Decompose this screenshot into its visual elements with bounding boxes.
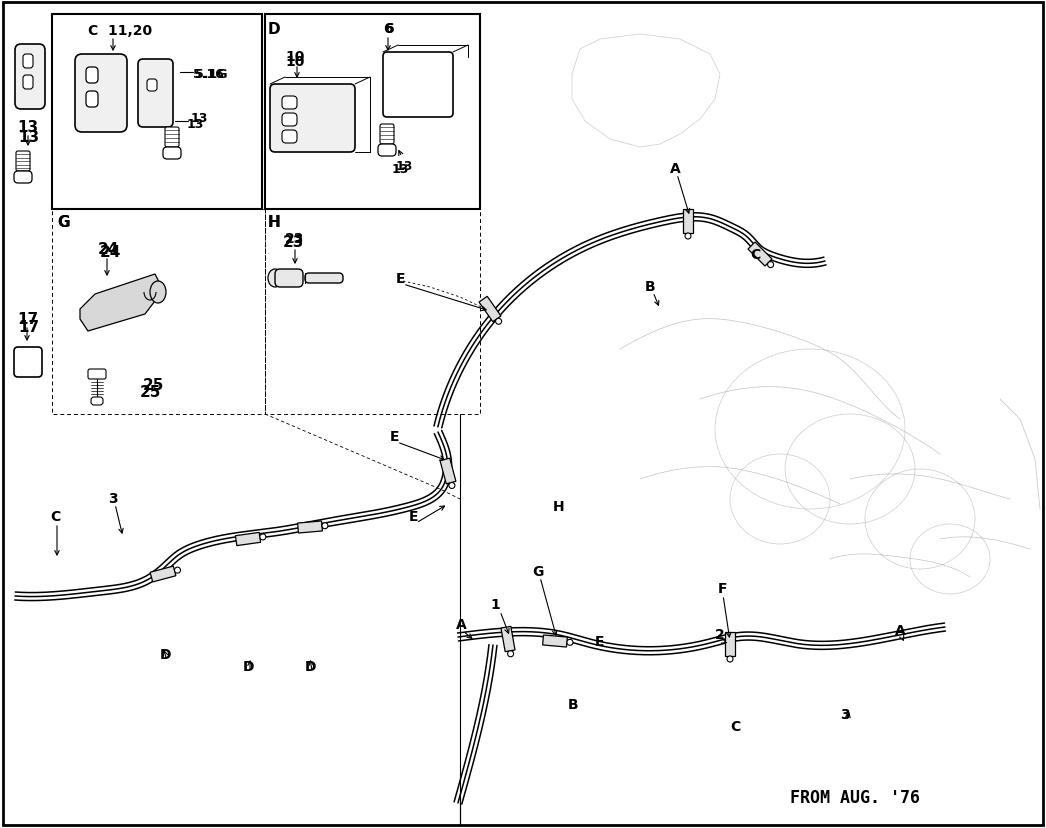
FancyBboxPatch shape — [14, 348, 42, 378]
Circle shape — [727, 657, 733, 662]
Text: E: E — [409, 509, 418, 523]
Text: 13: 13 — [396, 160, 413, 173]
FancyBboxPatch shape — [380, 125, 394, 145]
Ellipse shape — [150, 282, 166, 304]
Text: 2: 2 — [715, 628, 725, 641]
Text: 17: 17 — [18, 320, 39, 335]
Text: 6: 6 — [384, 22, 393, 36]
FancyBboxPatch shape — [15, 45, 45, 110]
Text: D: D — [160, 647, 172, 662]
FancyBboxPatch shape — [75, 55, 127, 132]
Text: A: A — [456, 617, 467, 631]
Text: H: H — [553, 499, 565, 513]
Text: G: G — [532, 565, 543, 578]
Text: E: E — [595, 634, 605, 648]
Circle shape — [768, 262, 774, 268]
Polygon shape — [79, 275, 160, 331]
FancyBboxPatch shape — [86, 92, 98, 108]
Polygon shape — [151, 566, 176, 582]
Circle shape — [685, 233, 691, 240]
FancyBboxPatch shape — [270, 85, 355, 153]
Text: 25: 25 — [143, 378, 164, 392]
Polygon shape — [748, 243, 772, 267]
FancyBboxPatch shape — [14, 171, 32, 184]
Text: 5.16: 5.16 — [194, 68, 224, 81]
FancyBboxPatch shape — [305, 274, 343, 284]
Text: A: A — [670, 161, 681, 176]
FancyBboxPatch shape — [282, 131, 297, 144]
Polygon shape — [725, 633, 735, 657]
Circle shape — [567, 639, 573, 646]
Circle shape — [507, 651, 514, 657]
Circle shape — [449, 483, 455, 489]
Polygon shape — [479, 297, 501, 322]
Text: D: D — [305, 659, 317, 673]
Text: 24: 24 — [100, 245, 121, 260]
Text: 10: 10 — [285, 50, 304, 64]
Text: C: C — [50, 509, 61, 523]
Circle shape — [175, 567, 181, 574]
FancyBboxPatch shape — [88, 369, 106, 379]
Text: 1: 1 — [490, 597, 500, 611]
Ellipse shape — [268, 270, 282, 287]
Polygon shape — [543, 635, 567, 647]
Text: E: E — [390, 430, 400, 444]
Text: B: B — [645, 280, 656, 294]
Text: 23: 23 — [283, 234, 304, 250]
FancyBboxPatch shape — [138, 60, 173, 128]
Text: 13: 13 — [392, 163, 409, 176]
FancyBboxPatch shape — [165, 128, 179, 148]
Text: 25: 25 — [140, 384, 161, 400]
Text: FROM AUG. '76: FROM AUG. '76 — [790, 788, 920, 806]
Polygon shape — [683, 209, 693, 233]
Text: E: E — [396, 272, 406, 286]
FancyBboxPatch shape — [282, 97, 297, 110]
FancyBboxPatch shape — [91, 397, 103, 406]
FancyBboxPatch shape — [23, 76, 33, 90]
FancyBboxPatch shape — [163, 148, 181, 160]
Text: 3: 3 — [108, 491, 117, 505]
Bar — [52, 15, 262, 209]
Polygon shape — [235, 532, 260, 546]
FancyBboxPatch shape — [147, 80, 157, 92]
Text: 3: 3 — [840, 707, 849, 721]
FancyBboxPatch shape — [16, 152, 30, 171]
Text: C  11,20: C 11,20 — [88, 24, 152, 38]
Bar — [265, 15, 480, 209]
Text: B: B — [568, 697, 578, 711]
Polygon shape — [298, 522, 322, 533]
Text: 5.1G: 5.1G — [195, 68, 227, 81]
FancyBboxPatch shape — [378, 145, 396, 156]
Polygon shape — [440, 459, 456, 484]
Text: 13: 13 — [187, 118, 204, 131]
Text: F: F — [718, 581, 728, 595]
Text: G: G — [56, 214, 69, 229]
Polygon shape — [501, 627, 515, 652]
Text: C: C — [730, 720, 741, 733]
Text: A: A — [895, 623, 906, 638]
Text: D: D — [268, 22, 280, 37]
Text: G: G — [56, 214, 69, 229]
FancyBboxPatch shape — [383, 53, 453, 118]
Text: 10: 10 — [285, 55, 304, 69]
Text: 23: 23 — [285, 232, 304, 246]
Circle shape — [259, 534, 266, 540]
FancyBboxPatch shape — [275, 270, 303, 287]
Text: C: C — [750, 248, 760, 262]
FancyBboxPatch shape — [23, 55, 33, 69]
Text: H: H — [268, 214, 280, 229]
FancyBboxPatch shape — [86, 68, 98, 84]
Text: 24: 24 — [98, 242, 119, 257]
Text: 13: 13 — [17, 120, 38, 135]
Text: 13: 13 — [191, 111, 208, 124]
Text: 13: 13 — [18, 130, 39, 145]
Text: D: D — [243, 659, 254, 673]
Circle shape — [322, 523, 328, 529]
Text: 17: 17 — [17, 311, 38, 326]
Text: H: H — [268, 214, 280, 229]
Text: 6: 6 — [383, 22, 392, 36]
Circle shape — [496, 319, 502, 325]
FancyBboxPatch shape — [282, 114, 297, 127]
